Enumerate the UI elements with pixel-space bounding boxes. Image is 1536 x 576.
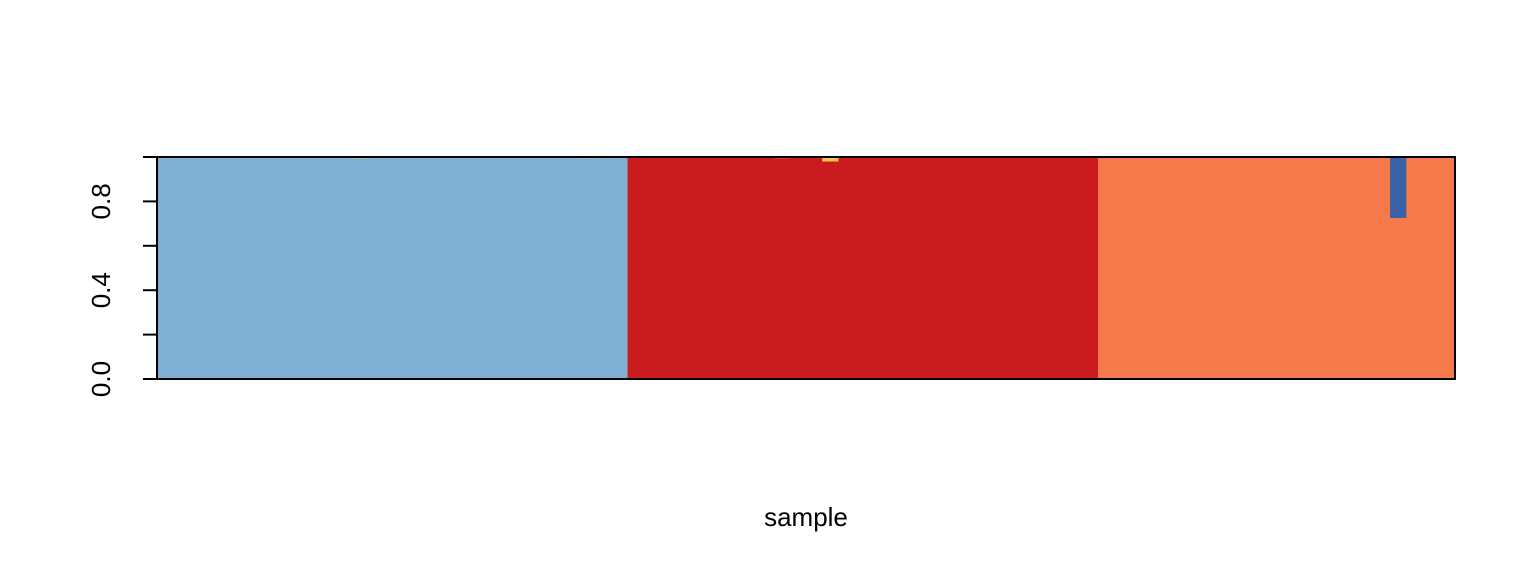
y-tick-label: 0.0 [86,361,116,397]
bar-segment [789,157,807,379]
bar-segment [676,157,694,379]
bar-segment [400,157,418,379]
bar-segment [205,157,223,379]
bar-segment [757,157,775,379]
bar-segment [530,157,547,379]
bar-segment [335,157,353,379]
bar-segment [1016,157,1034,379]
bar-segment [773,158,791,379]
bar-segment [724,157,742,379]
bar-segment [1195,157,1213,379]
bar-segment [952,157,969,379]
bar-segment [595,157,612,379]
bar-segment [270,157,288,379]
bar-segment [465,157,483,379]
bar-segment [1146,157,1164,379]
bar-segment [497,157,515,379]
bar-segment [1162,157,1180,379]
bar-segment [432,157,450,379]
x-axis-title: sample [764,502,848,532]
bar-segment [1260,157,1278,379]
bar-segment [1390,218,1407,379]
bar-segment [546,157,564,379]
bar-segment [1179,157,1197,379]
bar-segment [1033,157,1050,379]
y-tick-label: 0.4 [86,272,116,308]
bar-segment [1308,157,1326,379]
y-tick-label: 0.8 [86,183,116,219]
bar-segment [1390,157,1407,219]
bar-segment [254,157,272,379]
bar-segment [968,157,986,379]
bar-segment [286,157,304,379]
bar-segment [984,157,1002,379]
bar-segment [1341,157,1359,379]
bar-segment [1438,157,1456,379]
bar-segment [643,157,661,379]
bar-segment [1422,157,1440,379]
bar-segment [870,157,888,379]
bar-segment [157,157,174,379]
bar-segment [692,157,710,379]
bar-segment [887,157,904,379]
bar-segment [1244,157,1261,379]
bar-segment [416,157,434,379]
bar-segment [303,157,320,379]
bar-segment [1081,157,1099,379]
bar-segment [903,157,921,379]
bar-segment [1098,157,1115,379]
bar-segment [351,158,369,379]
bar-segment [708,157,726,379]
bar-segment [627,157,645,379]
bar-segment [806,157,823,379]
bar-segment [659,157,677,379]
bar-segment [1211,157,1229,379]
bar-segment [173,157,191,379]
bar-segment [1325,157,1343,379]
bar-segment [319,157,337,379]
bar-segment [822,161,840,379]
bar-segment [449,157,466,379]
bar-segment [221,157,239,379]
bar-segment [238,157,255,379]
bar-segment [384,157,401,379]
bar-segment [935,157,953,379]
y-axis: 0.0 0.4 0.8 [86,156,158,397]
bar-segment [1065,157,1083,379]
bar-segment [1357,157,1375,379]
bar-segment [367,157,385,379]
bar-segment [481,157,499,379]
bar-segment [1276,157,1294,379]
bar-segment [513,157,531,379]
bar-segment [1292,157,1310,379]
bar-segment [854,157,872,379]
bar-segment [1373,157,1391,379]
bar-segment [1049,157,1067,379]
bar-segment [562,157,580,379]
bar-segment [611,157,629,379]
bar-segment [741,157,758,379]
bar-segment [919,157,937,379]
bars-layer [157,157,1456,379]
bar-segment [189,157,207,379]
bar-segment [1406,157,1424,379]
bar-segment [822,157,840,162]
bar-segment [1000,157,1018,379]
bar-segment [1114,157,1132,379]
bar-segment [578,158,596,379]
bar-segment [1130,157,1148,379]
bar-segment [1227,157,1245,379]
bar-segment [838,157,856,379]
